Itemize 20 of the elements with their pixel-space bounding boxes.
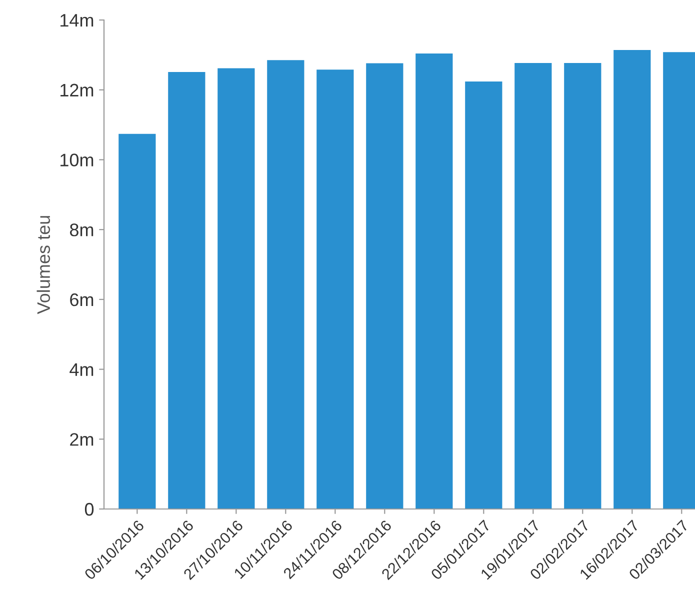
y-tick-label: 2m: [70, 433, 94, 446]
bar: [514, 62, 552, 509]
y-tick-label: 4m: [70, 363, 94, 376]
y-axis-title: Volumes teu: [36, 216, 50, 314]
y-tick-label: 12m: [60, 84, 94, 96]
bar: [465, 81, 502, 509]
bar: [218, 68, 255, 509]
bar: [168, 72, 206, 509]
y-tick-label: 0: [84, 502, 94, 516]
bar: [118, 134, 156, 509]
y-tick-label: 10m: [60, 154, 94, 166]
bar: [267, 60, 304, 509]
bar: [416, 54, 453, 509]
bar: [564, 62, 602, 509]
bar: [316, 70, 354, 509]
y-tick-label: 6m: [70, 293, 94, 306]
y-tick-label: 8m: [70, 224, 94, 236]
bar: [614, 50, 651, 509]
bar: [366, 63, 404, 509]
y-tick-label: 14m: [60, 14, 94, 27]
